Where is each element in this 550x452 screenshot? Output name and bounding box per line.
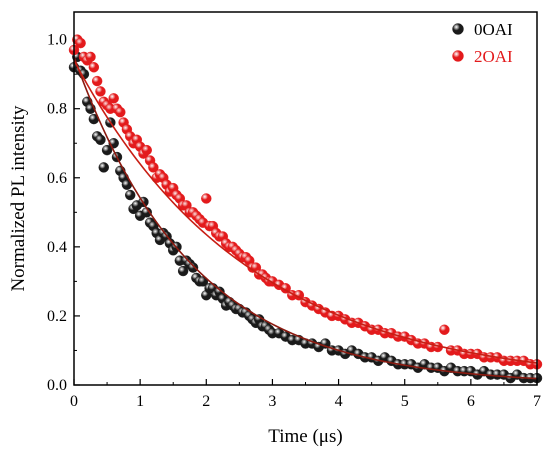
data-point (91, 75, 103, 87)
x-tick-label: 1 (136, 393, 144, 410)
fit-curve-2OAI (73, 59, 538, 364)
data-point (197, 276, 209, 287)
data-point (201, 193, 212, 204)
x-tick-label: 6 (467, 393, 475, 410)
x-tick-label: 2 (202, 393, 210, 410)
legend-item-0OAI: 0OAI (452, 20, 513, 39)
legend: 0OAI 2OAI (452, 20, 513, 66)
series-2OAI (68, 34, 543, 370)
y-tick-label: 0.6 (47, 170, 67, 187)
series-0OAI (68, 51, 543, 384)
y-tick-label: 0.0 (47, 377, 67, 394)
data-point (95, 86, 106, 97)
data-point (101, 144, 113, 156)
x-tick-label: 4 (335, 393, 343, 410)
y-tick-label: 0.4 (47, 239, 67, 256)
data-point (439, 324, 450, 335)
data-point (177, 265, 189, 277)
legend-marker (452, 23, 464, 35)
legend-item-2OAI: 2OAI (452, 47, 513, 66)
x-axis-title: Time (μs) (268, 426, 342, 447)
x-tick-label: 5 (401, 393, 409, 410)
fit-curves (73, 56, 538, 380)
data-point (125, 189, 136, 201)
x-axis-ticks: 0 1 2 3 4 5 6 7 (70, 379, 541, 410)
data-point (88, 62, 100, 73)
legend-label: 2OAI (474, 47, 513, 66)
data-point (148, 162, 159, 173)
x-tick-label: 0 (70, 393, 78, 410)
series-layer (68, 34, 543, 384)
data-point (98, 162, 109, 173)
x-tick-label: 7 (533, 393, 541, 410)
data-point (85, 51, 96, 63)
plot-frame (73, 11, 538, 386)
data-point (108, 93, 119, 104)
x-tick-label: 3 (268, 393, 276, 410)
data-point (187, 262, 199, 273)
data-point (141, 144, 152, 156)
fit-curve-0OAI (73, 56, 538, 380)
y-tick-label: 1.0 (47, 32, 67, 49)
legend-marker (452, 50, 464, 62)
y-axis-title: Normalized PL intensity (8, 105, 29, 292)
y-tick-label: 0.8 (47, 101, 67, 118)
data-point (115, 106, 126, 118)
data-point (95, 134, 106, 145)
y-tick-label: 0.2 (47, 308, 67, 325)
y-axis-ticks: 0.0 0.2 0.4 0.6 0.8 1.0 (47, 32, 80, 394)
data-point (75, 37, 86, 49)
legend-label: 0OAI (474, 20, 513, 39)
